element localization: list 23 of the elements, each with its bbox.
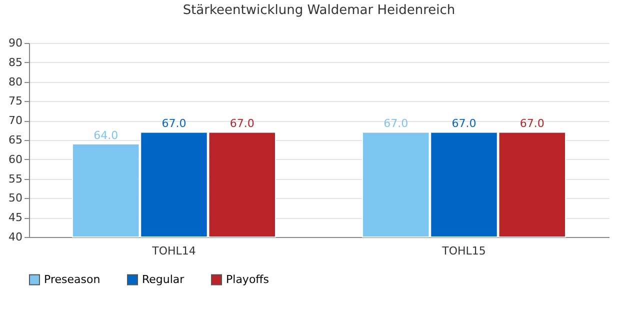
data-label: 67.0 (520, 117, 544, 130)
x-tick-label: TOHL14 (151, 244, 196, 258)
legend-label: Playoffs (226, 272, 270, 286)
y-tick-label: 75 (8, 94, 22, 108)
y-tick-label: 70 (8, 114, 22, 128)
chart-title: Stärkeentwicklung Waldemar Heidenreich (182, 3, 456, 18)
y-tick-label: 40 (8, 230, 22, 244)
x-tick-label: TOHL15 (441, 244, 486, 258)
y-tick-label: 50 (8, 192, 22, 205)
y-tick-label: 65 (8, 134, 22, 146)
y-tick-label: 45 (8, 211, 22, 224)
data-label: 67.0 (230, 117, 254, 130)
legend-label: Preseason (44, 272, 100, 286)
y-tick-label: 80 (8, 75, 22, 88)
legend-label: Regular (142, 272, 185, 286)
data-label: 67.0 (162, 117, 186, 130)
data-label: 64.0 (94, 128, 118, 142)
y-tick-label: 90 (8, 36, 22, 50)
data-label: 67.0 (452, 117, 476, 130)
data-label: 67.0 (384, 117, 408, 130)
y-tick-label: 55 (8, 172, 22, 186)
y-tick-label: 85 (8, 56, 22, 69)
y-tick-label: 60 (8, 152, 22, 166)
